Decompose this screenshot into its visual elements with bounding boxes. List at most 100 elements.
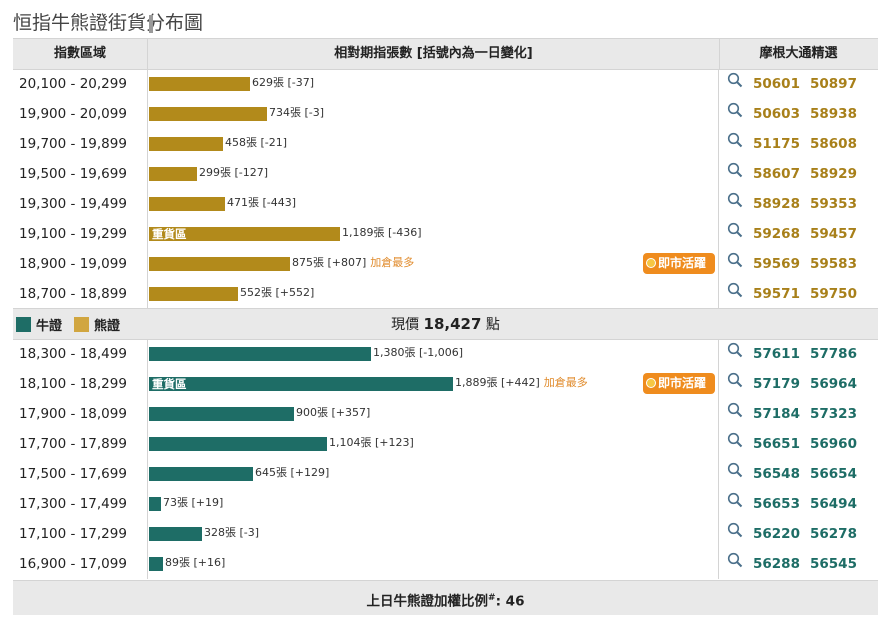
warrant-code-link[interactable]: 56651: [753, 436, 800, 452]
search-icon[interactable]: [727, 402, 743, 418]
warrant-code-link[interactable]: 59571: [753, 286, 800, 302]
search-icon[interactable]: [727, 132, 743, 148]
warrant-code-link[interactable]: 56964: [810, 376, 857, 392]
warrant-code-link[interactable]: 56545: [810, 556, 857, 572]
search-icon[interactable]: [727, 222, 743, 238]
search-icon[interactable]: [727, 462, 743, 478]
search-icon[interactable]: [727, 552, 743, 568]
active-dot-icon: [646, 378, 656, 388]
bar-value-text: 645張 [+129]: [255, 466, 330, 479]
warrant-code-link[interactable]: 50897: [810, 76, 857, 92]
warrant-code-link[interactable]: 50603: [753, 106, 800, 122]
bar-value-text: 89張 [+16]: [165, 556, 226, 569]
warrant-code-link[interactable]: 57179: [753, 376, 800, 392]
warrant-code-link[interactable]: 59268: [753, 226, 800, 242]
column-divider: [718, 159, 719, 189]
search-icon[interactable]: [727, 342, 743, 358]
warrant-code-link[interactable]: 56220: [753, 526, 800, 542]
bar-value-label: 328張 [-3]: [204, 519, 259, 549]
bar-value-label: 89張 [+16]: [165, 549, 225, 579]
bull-bar: 重貨區: [149, 377, 453, 391]
index-range: 17,700 - 17,899: [19, 436, 127, 452]
search-icon[interactable]: [727, 282, 743, 298]
warrant-code-link[interactable]: 56653: [753, 496, 800, 512]
bar-value-label: 552張 [+552]: [240, 279, 314, 309]
bar-value-label: 875張 [+807] 加倉最多: [292, 249, 414, 279]
search-icon[interactable]: [727, 372, 743, 388]
bull-row: 17,700 - 17,899 1,104張 [+123] 56651 56960: [13, 429, 878, 459]
column-divider: [718, 459, 719, 489]
bar-value-text: 1,380張 [-1,006]: [373, 346, 464, 359]
warrant-code-link[interactable]: 59750: [810, 286, 857, 302]
search-icon[interactable]: [727, 72, 743, 88]
bull-section: 18,300 - 18,499 1,380張 [-1,006] 57611 57786…: [13, 339, 878, 579]
warrant-code-link[interactable]: 58928: [753, 196, 800, 212]
bear-bar: [149, 77, 250, 91]
table-header: 指數區域 相對期指張數 [括號內為一日變化] 摩根大通精選: [13, 38, 878, 70]
header-count: 相對期指張數 [括號內為一日變化]: [147, 39, 720, 69]
bar-value-label: 1,889張 [+442] 加倉最多: [455, 369, 588, 399]
column-divider: [147, 99, 148, 129]
column-divider: [147, 159, 148, 189]
index-range: 19,500 - 19,699: [19, 166, 127, 182]
warrant-code-link[interactable]: 56494: [810, 496, 857, 512]
warrant-code-link[interactable]: 58938: [810, 106, 857, 122]
bar-value-text: 734張 [-3]: [269, 106, 325, 119]
active-now-button[interactable]: 即市活躍: [643, 373, 715, 394]
bar-value-label: 73張 [+19]: [163, 489, 223, 519]
bull-bar: [149, 347, 371, 361]
warrant-code-link[interactable]: 57323: [810, 406, 857, 422]
search-icon[interactable]: [727, 252, 743, 268]
warrant-code-link[interactable]: 58607: [753, 166, 800, 182]
bull-row: 18,300 - 18,499 1,380張 [-1,006] 57611 57786: [13, 339, 878, 369]
warrant-code-link[interactable]: 57786: [810, 346, 857, 362]
warrant-code-link[interactable]: 58929: [810, 166, 857, 182]
warrant-code-link[interactable]: 59583: [810, 256, 857, 272]
bar-value-text: 629張 [-37]: [252, 76, 315, 89]
bar-value-label: 1,380張 [-1,006]: [373, 339, 463, 369]
bull-row: 17,900 - 18,099 900張 [+357] 57184 57323: [13, 399, 878, 429]
heavy-zone-label: 重貨區: [152, 227, 187, 241]
warrant-code-link[interactable]: 56960: [810, 436, 857, 452]
warrant-code-link[interactable]: 59457: [810, 226, 857, 242]
bar-value-label: 645張 [+129]: [255, 459, 329, 489]
warrant-code-link[interactable]: 56548: [753, 466, 800, 482]
search-icon[interactable]: [727, 192, 743, 208]
warrant-code-link[interactable]: 59569: [753, 256, 800, 272]
bar-value-text: 1,889張 [+442]: [455, 376, 540, 389]
bull-row: 16,900 - 17,099 89張 [+16] 56288 56545: [13, 549, 878, 579]
bull-bar: [149, 497, 161, 511]
index-range: 17,300 - 17,499: [19, 496, 127, 512]
warrant-code-link[interactable]: 57184: [753, 406, 800, 422]
bear-bar: [149, 137, 223, 151]
bear-bar: [149, 257, 290, 271]
warrant-code-link[interactable]: 56654: [810, 466, 857, 482]
search-icon[interactable]: [727, 492, 743, 508]
index-range: 17,100 - 17,299: [19, 526, 127, 542]
most-added-label: 加倉最多: [543, 376, 588, 389]
index-range: 16,900 - 17,099: [19, 556, 127, 572]
search-icon[interactable]: [727, 522, 743, 538]
warrant-code-link[interactable]: 51175: [753, 136, 800, 152]
column-divider: [718, 69, 719, 99]
warrant-code-link[interactable]: 57611: [753, 346, 800, 362]
index-range: 20,100 - 20,299: [19, 76, 127, 92]
column-divider: [718, 249, 719, 279]
search-icon[interactable]: [727, 102, 743, 118]
warrant-code-link[interactable]: 50601: [753, 76, 800, 92]
active-now-button[interactable]: 即市活躍: [643, 253, 715, 274]
search-icon[interactable]: [727, 432, 743, 448]
warrant-code-link[interactable]: 58608: [810, 136, 857, 152]
warrant-code-link[interactable]: 59353: [810, 196, 857, 212]
warrant-code-link[interactable]: 56288: [753, 556, 800, 572]
column-divider: [718, 519, 719, 549]
header-jpm: 摩根大通精選: [759, 46, 838, 61]
bar-value-text: 458張 [-21]: [225, 136, 288, 149]
column-divider: [147, 279, 148, 309]
warrant-code-link[interactable]: 56278: [810, 526, 857, 542]
search-icon[interactable]: [727, 162, 743, 178]
bear-bar: [149, 107, 267, 121]
current-price-value: 18,427: [423, 315, 482, 333]
current-price: 現價 18,427 點: [13, 309, 878, 339]
column-divider: [718, 489, 719, 519]
